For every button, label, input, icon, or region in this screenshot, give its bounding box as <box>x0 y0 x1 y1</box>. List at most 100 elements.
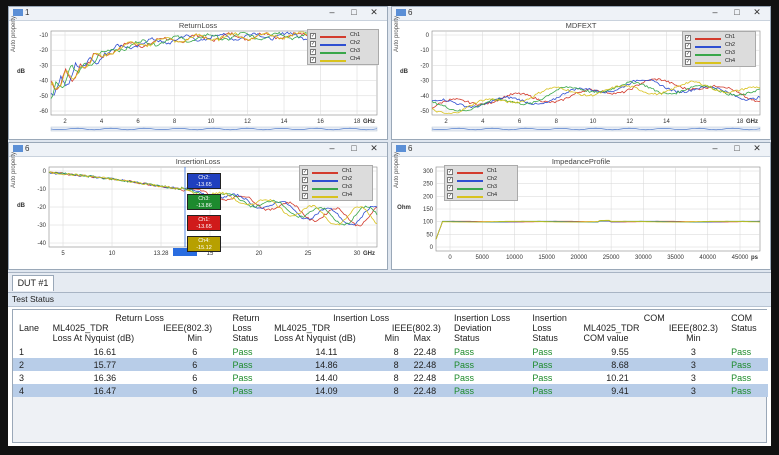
minimize-icon[interactable]: – <box>329 143 335 153</box>
cell-il-status: Pass <box>529 371 581 384</box>
maximize-icon[interactable]: □ <box>734 7 740 17</box>
legend-item-ch2[interactable]: ✓ Ch2 <box>310 40 378 48</box>
legend-item-ch4[interactable]: ✓ Ch4 <box>310 56 378 64</box>
checkbox-icon[interactable]: ✓ <box>685 51 691 57</box>
checkbox-icon[interactable]: ✓ <box>302 185 308 191</box>
legend-item-ch1[interactable]: ✓ Ch1 <box>310 32 378 40</box>
table-row[interactable]: 1 16.61 6 Pass 14.11 8 22.48 Pass Pass 9… <box>13 345 768 358</box>
legend-line <box>320 36 346 38</box>
panel-titlebar[interactable]: 1 – □ ✕ <box>9 7 387 21</box>
checkbox-icon[interactable]: ✓ <box>310 41 316 47</box>
maximize-icon[interactable]: □ <box>351 7 357 17</box>
cell-il: 14.09 <box>271 384 382 397</box>
insertion-loss-panel[interactable]: 6 – □ ✕ InsertionLoss Auto property 0 -10… <box>8 142 388 270</box>
checkbox-icon[interactable]: ✓ <box>302 193 308 199</box>
minimize-icon[interactable]: – <box>712 7 718 17</box>
close-icon[interactable]: ✕ <box>370 143 378 153</box>
table-row[interactable]: 3 16.36 6 Pass 14.40 8 22.48 Pass Pass 1… <box>13 371 768 384</box>
legend-item-ch4[interactable]: ✓ Ch4 <box>685 58 753 66</box>
checkbox-icon[interactable]: ✓ <box>685 43 691 49</box>
y-tick-label: 50 <box>426 232 433 238</box>
checkbox-icon[interactable]: ✓ <box>310 49 316 55</box>
legend-label: Ch2 <box>725 42 736 48</box>
y-unit-label: Ohm <box>397 205 411 211</box>
legend-item-ch1[interactable]: ✓ Ch1 <box>447 168 515 176</box>
legend-item-ch1[interactable]: ✓ Ch1 <box>685 34 753 42</box>
checkbox-icon[interactable]: ✓ <box>310 57 316 63</box>
y-tick-label: -50 <box>420 109 429 115</box>
panel-titlebar[interactable]: 6 – □ ✕ <box>9 143 387 157</box>
x-unit-label: GHz <box>363 119 375 125</box>
minimize-icon[interactable]: – <box>712 143 718 153</box>
mdfext-plot[interactable]: 0 -10 -20 -30 -40 -50 2 4 6 8 10 12 14 16 18 GHz dB <box>392 7 772 141</box>
status-table-container[interactable]: Lane Return Loss Return Insertion Loss I… <box>12 309 768 443</box>
minimize-icon[interactable]: – <box>329 7 335 17</box>
col-rl-status-1: Return <box>229 310 272 323</box>
legend-line <box>312 196 338 198</box>
col-com-status-3 <box>728 333 768 345</box>
legend-box[interactable]: ✓ Ch1 ✓ Ch2 ✓ Ch3 ✓ Ch4 <box>299 165 373 201</box>
col-rl-ml-2: Loss At Nyquist (dB) <box>49 333 161 345</box>
col-ild-1: Insertion Loss <box>451 310 530 323</box>
return-loss-plot[interactable]: -10 -20 -30 -40 -50 -60 2 4 6 8 10 12 14 16 18 GHz dB <box>9 7 389 141</box>
legend-label: Ch2 <box>487 176 498 182</box>
checkbox-icon[interactable]: ✓ <box>685 59 691 65</box>
maximize-icon[interactable]: □ <box>734 143 740 153</box>
series-line-ch3 <box>431 80 761 112</box>
tab-dut-1[interactable]: DUT #1 <box>12 275 54 291</box>
cell-lane: 4 <box>13 384 50 397</box>
table-row[interactable]: 2 15.77 6 Pass 14.86 8 22.48 Pass Pass 8… <box>13 358 768 371</box>
cell-com-min: 3 <box>658 371 729 384</box>
panel-titlebar[interactable]: 6 – □ ✕ <box>392 143 770 157</box>
return-loss-panel[interactable]: 1 – □ ✕ ReturnLoss Auto property -10 -20-… <box>8 6 388 140</box>
y-unit-label: dB <box>17 203 26 209</box>
legend-item-ch3[interactable]: ✓ Ch3 <box>447 184 515 192</box>
legend-box[interactable]: ✓ Ch1 ✓ Ch2 ✓ Ch3 ✓ Ch4 <box>682 31 756 67</box>
y-tick-label: -20 <box>37 205 46 211</box>
legend-item-ch4[interactable]: ✓ Ch4 <box>447 192 515 200</box>
y-tick-label: 150 <box>423 207 434 213</box>
checkbox-icon[interactable]: ✓ <box>447 177 453 183</box>
legend-item-ch4[interactable]: ✓ Ch4 <box>302 192 370 200</box>
legend-box[interactable]: ✓ Ch1 ✓ Ch2 ✓ Ch3 ✓ Ch4 <box>444 165 518 201</box>
checkbox-icon[interactable]: ✓ <box>447 169 453 175</box>
x-tick-label: 4 <box>100 119 104 125</box>
legend-label: Ch3 <box>487 184 498 190</box>
close-icon[interactable]: ✕ <box>370 7 378 17</box>
col-group-com: COM <box>580 310 729 323</box>
checkbox-icon[interactable]: ✓ <box>302 177 308 183</box>
legend-label: Ch3 <box>342 184 353 190</box>
y-tick-label: -40 <box>420 94 429 100</box>
maximize-icon[interactable]: □ <box>351 143 357 153</box>
legend-item-ch3[interactable]: ✓ Ch3 <box>302 184 370 192</box>
chart-title: InsertionLoss <box>175 157 221 166</box>
checkbox-icon[interactable]: ✓ <box>447 193 453 199</box>
table-row[interactable]: 4 16.47 6 Pass 14.09 8 22.48 Pass Pass 9… <box>13 384 768 397</box>
panel-number: 6 <box>396 8 412 17</box>
legend-item-ch2[interactable]: ✓ Ch2 <box>302 176 370 184</box>
test-status-header: Test Status <box>8 293 771 307</box>
mdfext-panel[interactable]: 6 – □ ✕ MDFEXT Auto property 0 -10 -20 -30-… <box>391 6 771 140</box>
legend-item-ch3[interactable]: ✓ Ch3 <box>685 50 753 58</box>
panel-number-text: 6 <box>408 8 413 17</box>
checkbox-icon[interactable]: ✓ <box>302 169 308 175</box>
legend-item-ch1[interactable]: ✓ Ch1 <box>302 168 370 176</box>
checkbox-icon[interactable]: ✓ <box>310 33 316 39</box>
checkbox-icon[interactable]: ✓ <box>685 35 691 41</box>
close-icon[interactable]: ✕ <box>753 7 761 17</box>
checkbox-icon[interactable]: ✓ <box>447 185 453 191</box>
overview-trace <box>50 127 378 131</box>
y-tick-label: -10 <box>39 33 48 39</box>
cell-ild-status: Pass <box>451 371 530 384</box>
x-tick-label: 4 <box>481 119 485 125</box>
close-icon[interactable]: ✕ <box>753 143 761 153</box>
legend-box[interactable]: ✓ Ch1 ✓ Ch2 ✓ Ch3 ✓ Ch4 <box>307 29 379 65</box>
x-tick-label: 25000 <box>603 255 620 261</box>
impedance-profile-panel[interactable]: 6 – □ ✕ ImpedanceProfile Auto property 3… <box>391 142 771 270</box>
legend-item-ch2[interactable]: ✓ Ch2 <box>685 42 753 50</box>
panel-titlebar[interactable]: 6 – □ ✕ <box>392 7 770 21</box>
cell-rl-status: Pass <box>229 371 272 384</box>
legend-item-ch3[interactable]: ✓ Ch3 <box>310 48 378 56</box>
legend-item-ch2[interactable]: ✓ Ch2 <box>447 176 515 184</box>
